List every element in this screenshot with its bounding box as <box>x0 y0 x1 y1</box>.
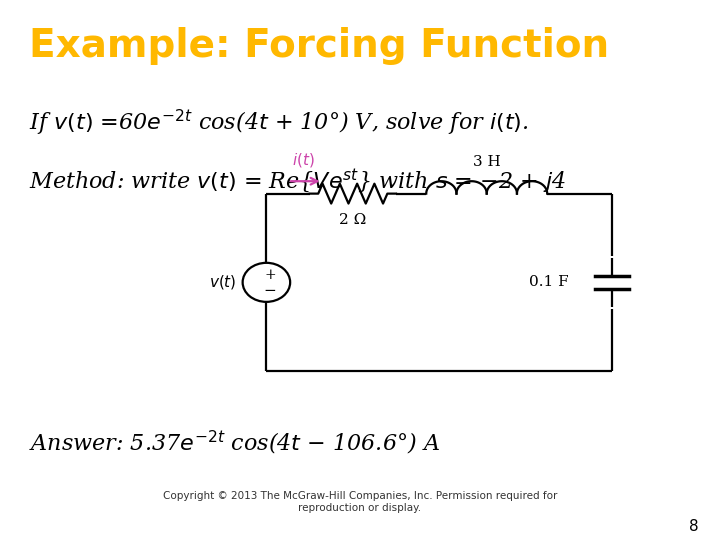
Text: $v(t)$: $v(t)$ <box>210 273 237 292</box>
Text: +: + <box>264 267 276 281</box>
Text: 2 Ω: 2 Ω <box>339 213 366 227</box>
Text: Method: write $v(t)$ = Re{$Ve^{st}$} with $s$ = −2 + $j$4: Method: write $v(t)$ = Re{$Ve^{st}$} wit… <box>29 167 566 195</box>
Text: Example: Forcing Function: Example: Forcing Function <box>29 27 609 65</box>
Text: If $v(t)$ =60$e^{-2t}$ cos(4$t$ + 10°) V, solve for $i(t)$.: If $v(t)$ =60$e^{-2t}$ cos(4$t$ + 10°) V… <box>29 108 528 138</box>
Text: −: − <box>264 284 276 298</box>
Text: 0.1 F: 0.1 F <box>529 275 569 289</box>
Text: Answer: 5.37$e^{-2t}$ cos(4$t$ − 106.6°) A: Answer: 5.37$e^{-2t}$ cos(4$t$ − 106.6°)… <box>29 429 440 457</box>
Text: $i(t)$: $i(t)$ <box>292 151 315 169</box>
Text: Copyright © 2013 The McGraw-Hill Companies, Inc. Permission required for
reprodu: Copyright © 2013 The McGraw-Hill Compani… <box>163 491 557 513</box>
Text: 3 H: 3 H <box>473 155 500 169</box>
Text: 8: 8 <box>689 519 698 534</box>
